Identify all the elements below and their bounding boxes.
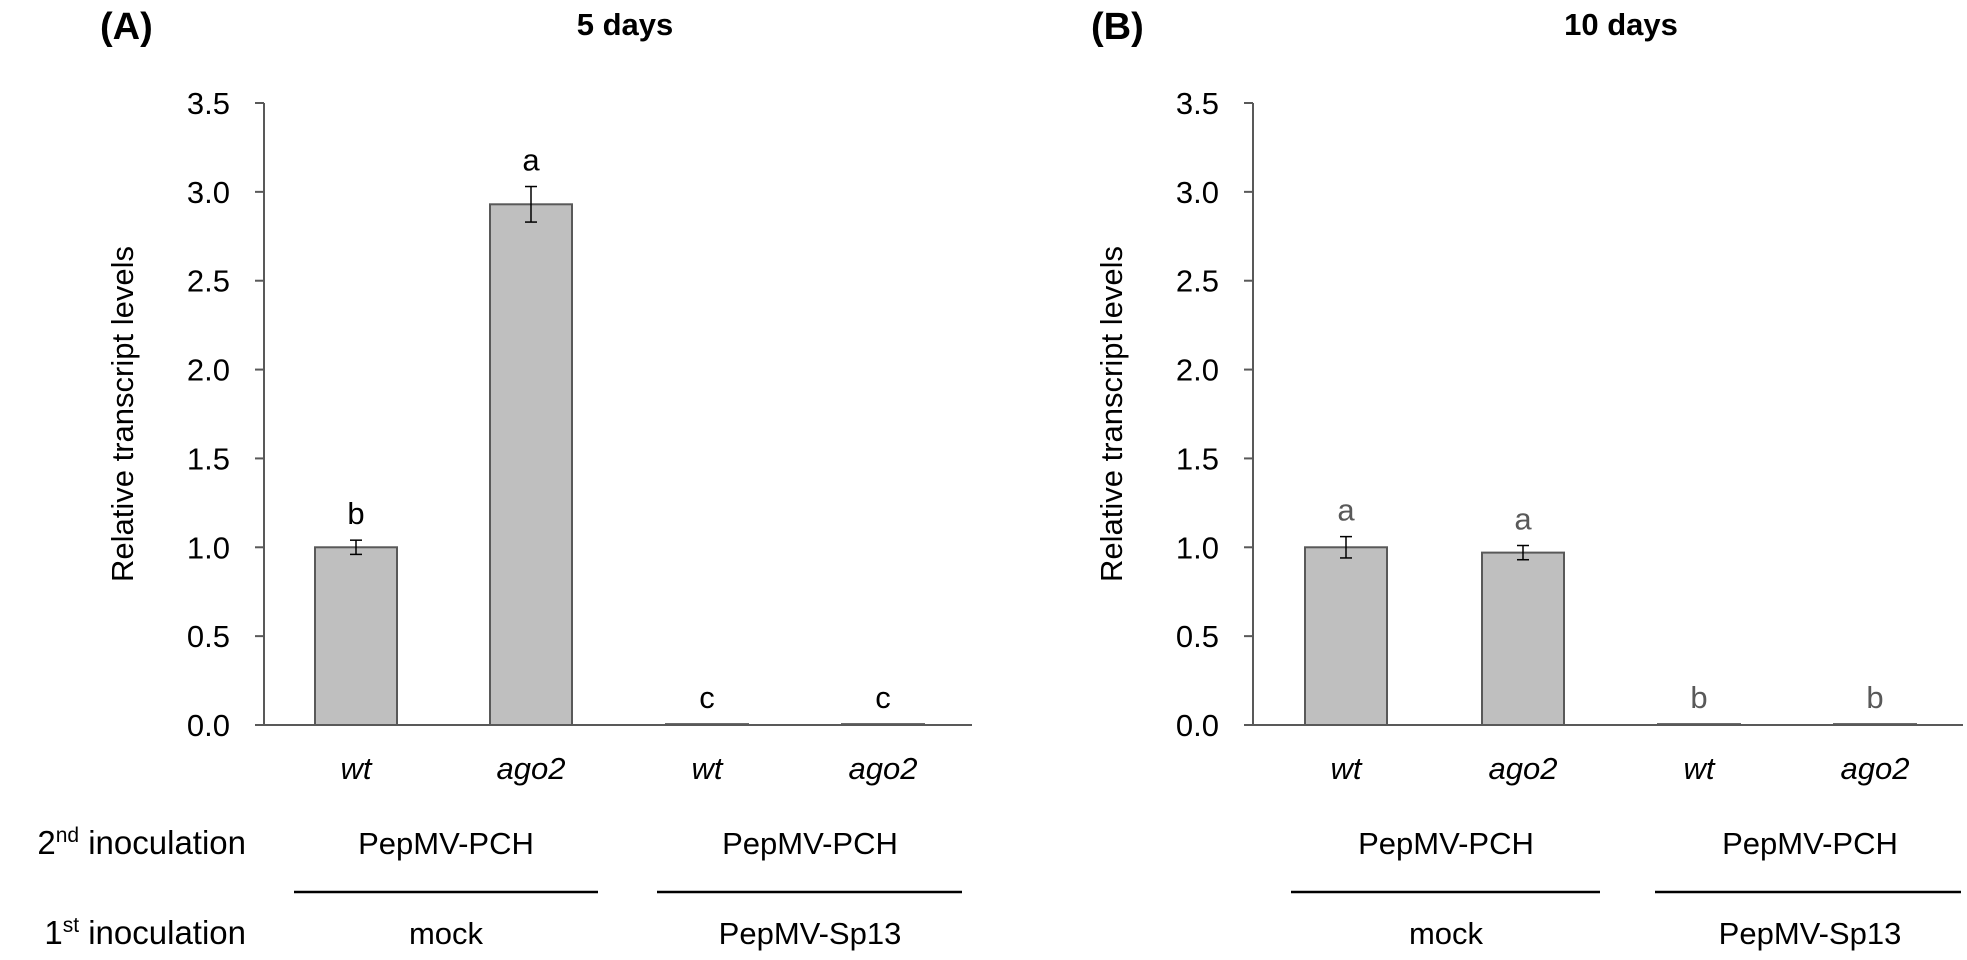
first-inoculation-value: mock [1409,916,1484,951]
x-category-label: ago2 [849,751,918,786]
x-category-label: ago2 [1841,751,1910,786]
bar [314,546,398,726]
panel-b: (B) 10 days Relative transcript levels 0.0 0… [1091,6,1963,951]
x-category-label: wt [692,751,724,786]
first-inoculation-label: 1st inoculation [44,914,246,951]
significance-letter: a [1514,502,1532,537]
x-category-label: wt [341,751,373,786]
significance-letter: c [699,680,715,715]
y-tick-label: 0.0 [1176,708,1219,743]
y-tick-label: 3.0 [1176,175,1219,210]
second-inoculation-label: 2nd inoculation [37,824,246,861]
y-tick-label: 0.0 [187,708,230,743]
y-tick-label: 2.5 [1176,264,1219,299]
bar [489,203,573,727]
significance-letter: b [1866,680,1883,715]
y-tick-label: 2.0 [187,353,230,388]
significance-letter: c [875,680,891,715]
y-tick-label: 3.5 [1176,86,1219,121]
second-inoculation-value: PepMV-PCH [358,826,534,861]
chart-title: 10 days [1564,7,1678,42]
y-tick-label: 2.0 [1176,353,1219,388]
bar [1304,546,1388,726]
x-category-label: ago2 [497,751,566,786]
first-inoculation-value: PepMV-Sp13 [1719,916,1902,951]
y-tick-label: 1.5 [187,441,230,476]
second-inoculation-value: PepMV-PCH [1358,826,1534,861]
significance-letter: a [522,143,540,178]
y-tick-label: 3.5 [187,86,230,121]
significance-letter: a [1337,493,1355,528]
panel-label: (B) [1091,6,1144,48]
first-inoculation-value: PepMV-Sp13 [719,916,902,951]
y-tick-label: 1.0 [1176,530,1219,565]
y-tick-label: 2.5 [187,264,230,299]
y-axis-label: Relative transcript levels [105,246,140,582]
significance-letter: b [347,496,364,531]
bar [1481,551,1565,726]
y-tick-label: 1.5 [1176,441,1219,476]
second-inoculation-value: PepMV-PCH [722,826,898,861]
x-category-label: wt [1331,751,1363,786]
second-inoculation-value: PepMV-PCH [1722,826,1898,861]
panel-label: (A) [100,6,153,48]
y-tick-label: 3.0 [187,175,230,210]
significance-letter: b [1690,680,1707,715]
panel-a: (A) 5 days Relative transcript levels 0.0 0.… [100,6,972,951]
x-category-label: wt [1684,751,1716,786]
first-inoculation-value: mock [409,916,484,951]
y-tick-label: 0.5 [187,619,230,654]
y-tick-label: 1.0 [187,530,230,565]
chart-title: 5 days [577,7,674,42]
y-tick-label: 0.5 [1176,619,1219,654]
x-category-label: ago2 [1489,751,1558,786]
y-axis-label: Relative transcript levels [1094,246,1129,582]
